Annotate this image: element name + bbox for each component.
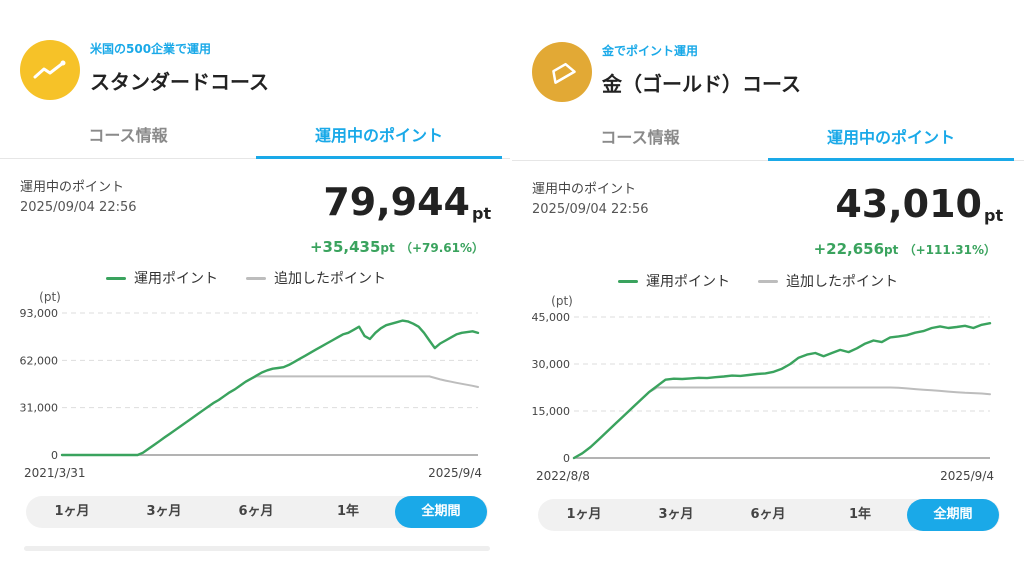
legend-label: 運用ポイント <box>646 274 730 290</box>
range-3-month-button[interactable]: 3ヶ月 <box>658 507 694 522</box>
x-end-label: 2025/9/4 <box>940 469 994 483</box>
x-start-label: 2021/3/31 <box>24 466 86 480</box>
points-unit: pt <box>472 204 492 223</box>
tab-invested-points[interactable]: 運用中のポイント <box>826 128 955 147</box>
tab-invested-points[interactable]: 運用中のポイント <box>314 126 443 145</box>
summary-label: 運用中のポイント <box>532 182 637 197</box>
points-value: 79,944 <box>323 180 470 224</box>
points-chart: (pt) 93,000 62,000 31,000 0 2021/3/31 2025/9/4 <box>20 290 483 480</box>
range-6-month-button[interactable]: 6ヶ月 <box>750 507 786 522</box>
gain-unit: pt <box>884 243 899 257</box>
active-tab-indicator <box>768 158 1014 161</box>
y-tick-label: 15,000 <box>532 405 571 418</box>
trend-up-icon <box>20 40 80 100</box>
course-title: スタンダードコース <box>90 70 269 94</box>
range-all-button[interactable]: 全期間 <box>907 499 999 531</box>
invested-points-line <box>60 319 480 457</box>
legend-added: 追加したポイント <box>758 271 898 291</box>
legend-label: 追加したポイント <box>786 274 898 290</box>
gain-percent: （+79.61%） <box>399 241 484 255</box>
range-6-month-button[interactable]: 6ヶ月 <box>238 504 274 519</box>
gold-bar-icon <box>532 42 592 102</box>
y-tick-label: 30,000 <box>532 358 571 371</box>
legend-added: 追加したポイント <box>246 268 386 288</box>
y-tick-label: 62,000 <box>20 354 59 367</box>
standard-course-panel: 米国の500企業で運用 スタンダードコース コース情報 運用中のポイント 運用中… <box>0 0 510 576</box>
invested-points-line <box>572 322 992 460</box>
range-1-month-button[interactable]: 1ヶ月 <box>566 507 602 522</box>
tab-divider <box>0 158 510 159</box>
gain-value: +22,656 <box>813 240 885 258</box>
points-chart: (pt) 45,000 30,000 15,000 0 2022/8/8 2025/9/4 <box>532 294 995 483</box>
range-1-month-button[interactable]: 1ヶ月 <box>54 504 90 519</box>
y-tick-label: 45,000 <box>532 311 571 324</box>
gold-course-panel: 金でポイント運用 金（ゴールド）コース コース情報 運用中のポイント 運用中のポ… <box>512 0 1024 576</box>
x-end-label: 2025/9/4 <box>428 466 482 480</box>
summary-datetime: 2025/09/04 22:56 <box>532 202 649 217</box>
range-1-year-button[interactable]: 1年 <box>336 504 360 519</box>
y-axis-unit-label: (pt) <box>551 294 573 308</box>
y-tick-label: 0 <box>51 449 58 462</box>
range-all-button[interactable]: 全期間 <box>395 496 487 528</box>
bottom-scroll-strip <box>24 546 490 551</box>
range-selector: 1ヶ月 3ヶ月 6ヶ月 1年 全期間 <box>538 499 1000 531</box>
tab-course-info[interactable]: コース情報 <box>88 126 168 145</box>
tab-course-info[interactable]: コース情報 <box>600 128 680 147</box>
y-tick-label: 31,000 <box>20 402 59 415</box>
gain-text: +35,435pt （+79.61%） <box>310 238 484 256</box>
legend-swatch <box>618 279 638 283</box>
points-unit: pt <box>984 206 1004 225</box>
active-tab-indicator <box>256 156 502 159</box>
course-subtitle: 米国の500企業で運用 <box>90 42 212 56</box>
summary-label: 運用中のポイント <box>20 180 125 195</box>
range-3-month-button[interactable]: 3ヶ月 <box>146 504 182 519</box>
legend-invested: 運用ポイント <box>106 268 218 288</box>
y-tick-label: 93,000 <box>20 307 59 320</box>
course-title: 金（ゴールド）コース <box>602 72 801 96</box>
range-selector: 1ヶ月 3ヶ月 6ヶ月 1年 全期間 <box>26 496 488 528</box>
legend-invested: 運用ポイント <box>618 271 730 291</box>
legend-swatch <box>106 276 126 280</box>
course-subtitle: 金でポイント運用 <box>602 44 699 58</box>
legend-swatch <box>246 276 266 280</box>
gain-text: +22,656pt （+111.31%） <box>814 240 996 258</box>
legend-label: 追加したポイント <box>274 271 386 287</box>
added-points-line <box>61 375 479 456</box>
legend-label: 運用ポイント <box>134 271 218 287</box>
gain-value: +35,435 <box>309 238 381 256</box>
y-axis-unit-label: (pt) <box>39 290 61 304</box>
gain-unit: pt <box>380 241 395 255</box>
legend-swatch <box>758 279 778 283</box>
x-start-label: 2022/8/8 <box>536 469 590 483</box>
points-value: 43,010 <box>835 182 982 226</box>
y-tick-label: 0 <box>563 452 570 465</box>
added-points-line <box>573 386 991 459</box>
summary-datetime: 2025/09/04 22:56 <box>20 200 137 215</box>
range-1-year-button[interactable]: 1年 <box>848 507 872 522</box>
gain-percent: （+111.31%） <box>903 243 996 257</box>
